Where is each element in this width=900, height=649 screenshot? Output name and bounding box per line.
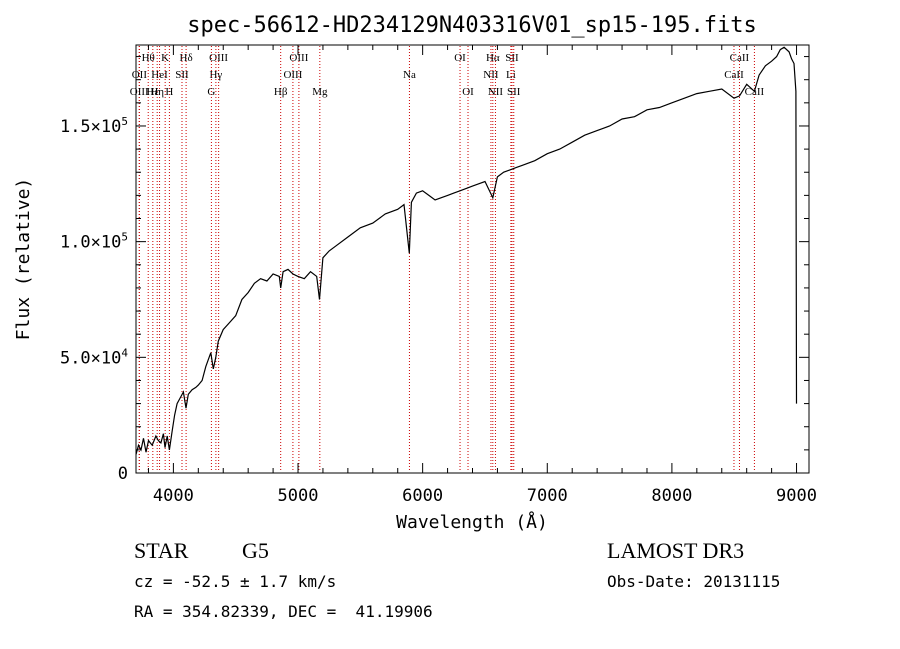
spectral-line-label: Mg [312,86,328,98]
x-tick-label: 8000 [651,486,692,506]
spectral-line-label: OIII [283,69,302,81]
x-axis-label: Wavelength (Å) [396,511,548,533]
object-class: STAR [134,538,189,563]
spectral-line-label: OI [454,52,466,64]
spectral-line-label: CaII [730,52,750,64]
spectral-line-label: H [165,86,173,98]
spectral-line-label: Hθ [142,52,155,64]
spectrum-layer [135,46,798,455]
obs-date: Obs-Date: 20131115 [607,572,781,591]
spectral-line-label: Hα [486,52,500,64]
y-tick-label: 5.0×104 [60,346,128,368]
spectral-line-label: OIII [130,86,149,98]
spectral-line-label: Hβ [274,86,288,98]
x-axis-ticks: 4000 5000 6000 7000 8000 9000 [147,45,817,506]
spectral-line-label: OI [462,86,474,98]
spectral-line-label: Hη [150,86,164,98]
spectral-line-label: SII [505,52,519,64]
spectrum-line [135,46,798,455]
plot-axes [135,44,810,474]
spectral-line-label: OIII [289,52,308,64]
plot-frame [135,44,810,474]
spectral-line-label: CaII [724,69,744,81]
spectral-line-label: OIII [209,52,228,64]
spectral-line-label: G [207,86,215,98]
chart-title: spec-56612-HD234129N403316V01_sp15-195.f… [187,13,757,38]
spectral-line-label: SII [175,69,189,81]
object-subclass: G5 [242,538,269,563]
x-tick-label: 6000 [402,486,443,506]
spectral-line-label: K [161,52,169,64]
coordinates: RA = 354.82339, DEC = 41.19906 [134,602,433,621]
survey-name: LAMOST DR3 [607,538,745,563]
spectral-line-label: NII [488,86,504,98]
x-tick-label: 7000 [527,486,568,506]
x-tick-label: 5000 [278,486,319,506]
y-tick-label: 1.0×105 [60,231,128,253]
spectral-line-label: Li [506,69,516,81]
y-tick-label: 0 [118,464,128,484]
x-tick-label: 4000 [153,486,194,506]
y-tick-label: 1.5×105 [60,115,128,137]
spectral-line-label: HeI [151,69,168,81]
spectral-line-label: Hγ [209,69,222,81]
spectral-line-label: NII [483,69,499,81]
x-tick-label: 9000 [776,486,817,506]
spectral-line-label: Hδ [180,52,193,64]
redshift-cz: cz = -52.5 ± 1.7 km/s [134,572,337,591]
spectral-line-label: Na [403,69,416,81]
y-axis-label: Flux (relative) [13,178,34,341]
spectral-line-label: SII [507,86,521,98]
y-axis-ticks: 0 5.0×104 1.0×105 1.5×105 [60,56,809,484]
spectral-line-label: Hε [147,86,160,98]
